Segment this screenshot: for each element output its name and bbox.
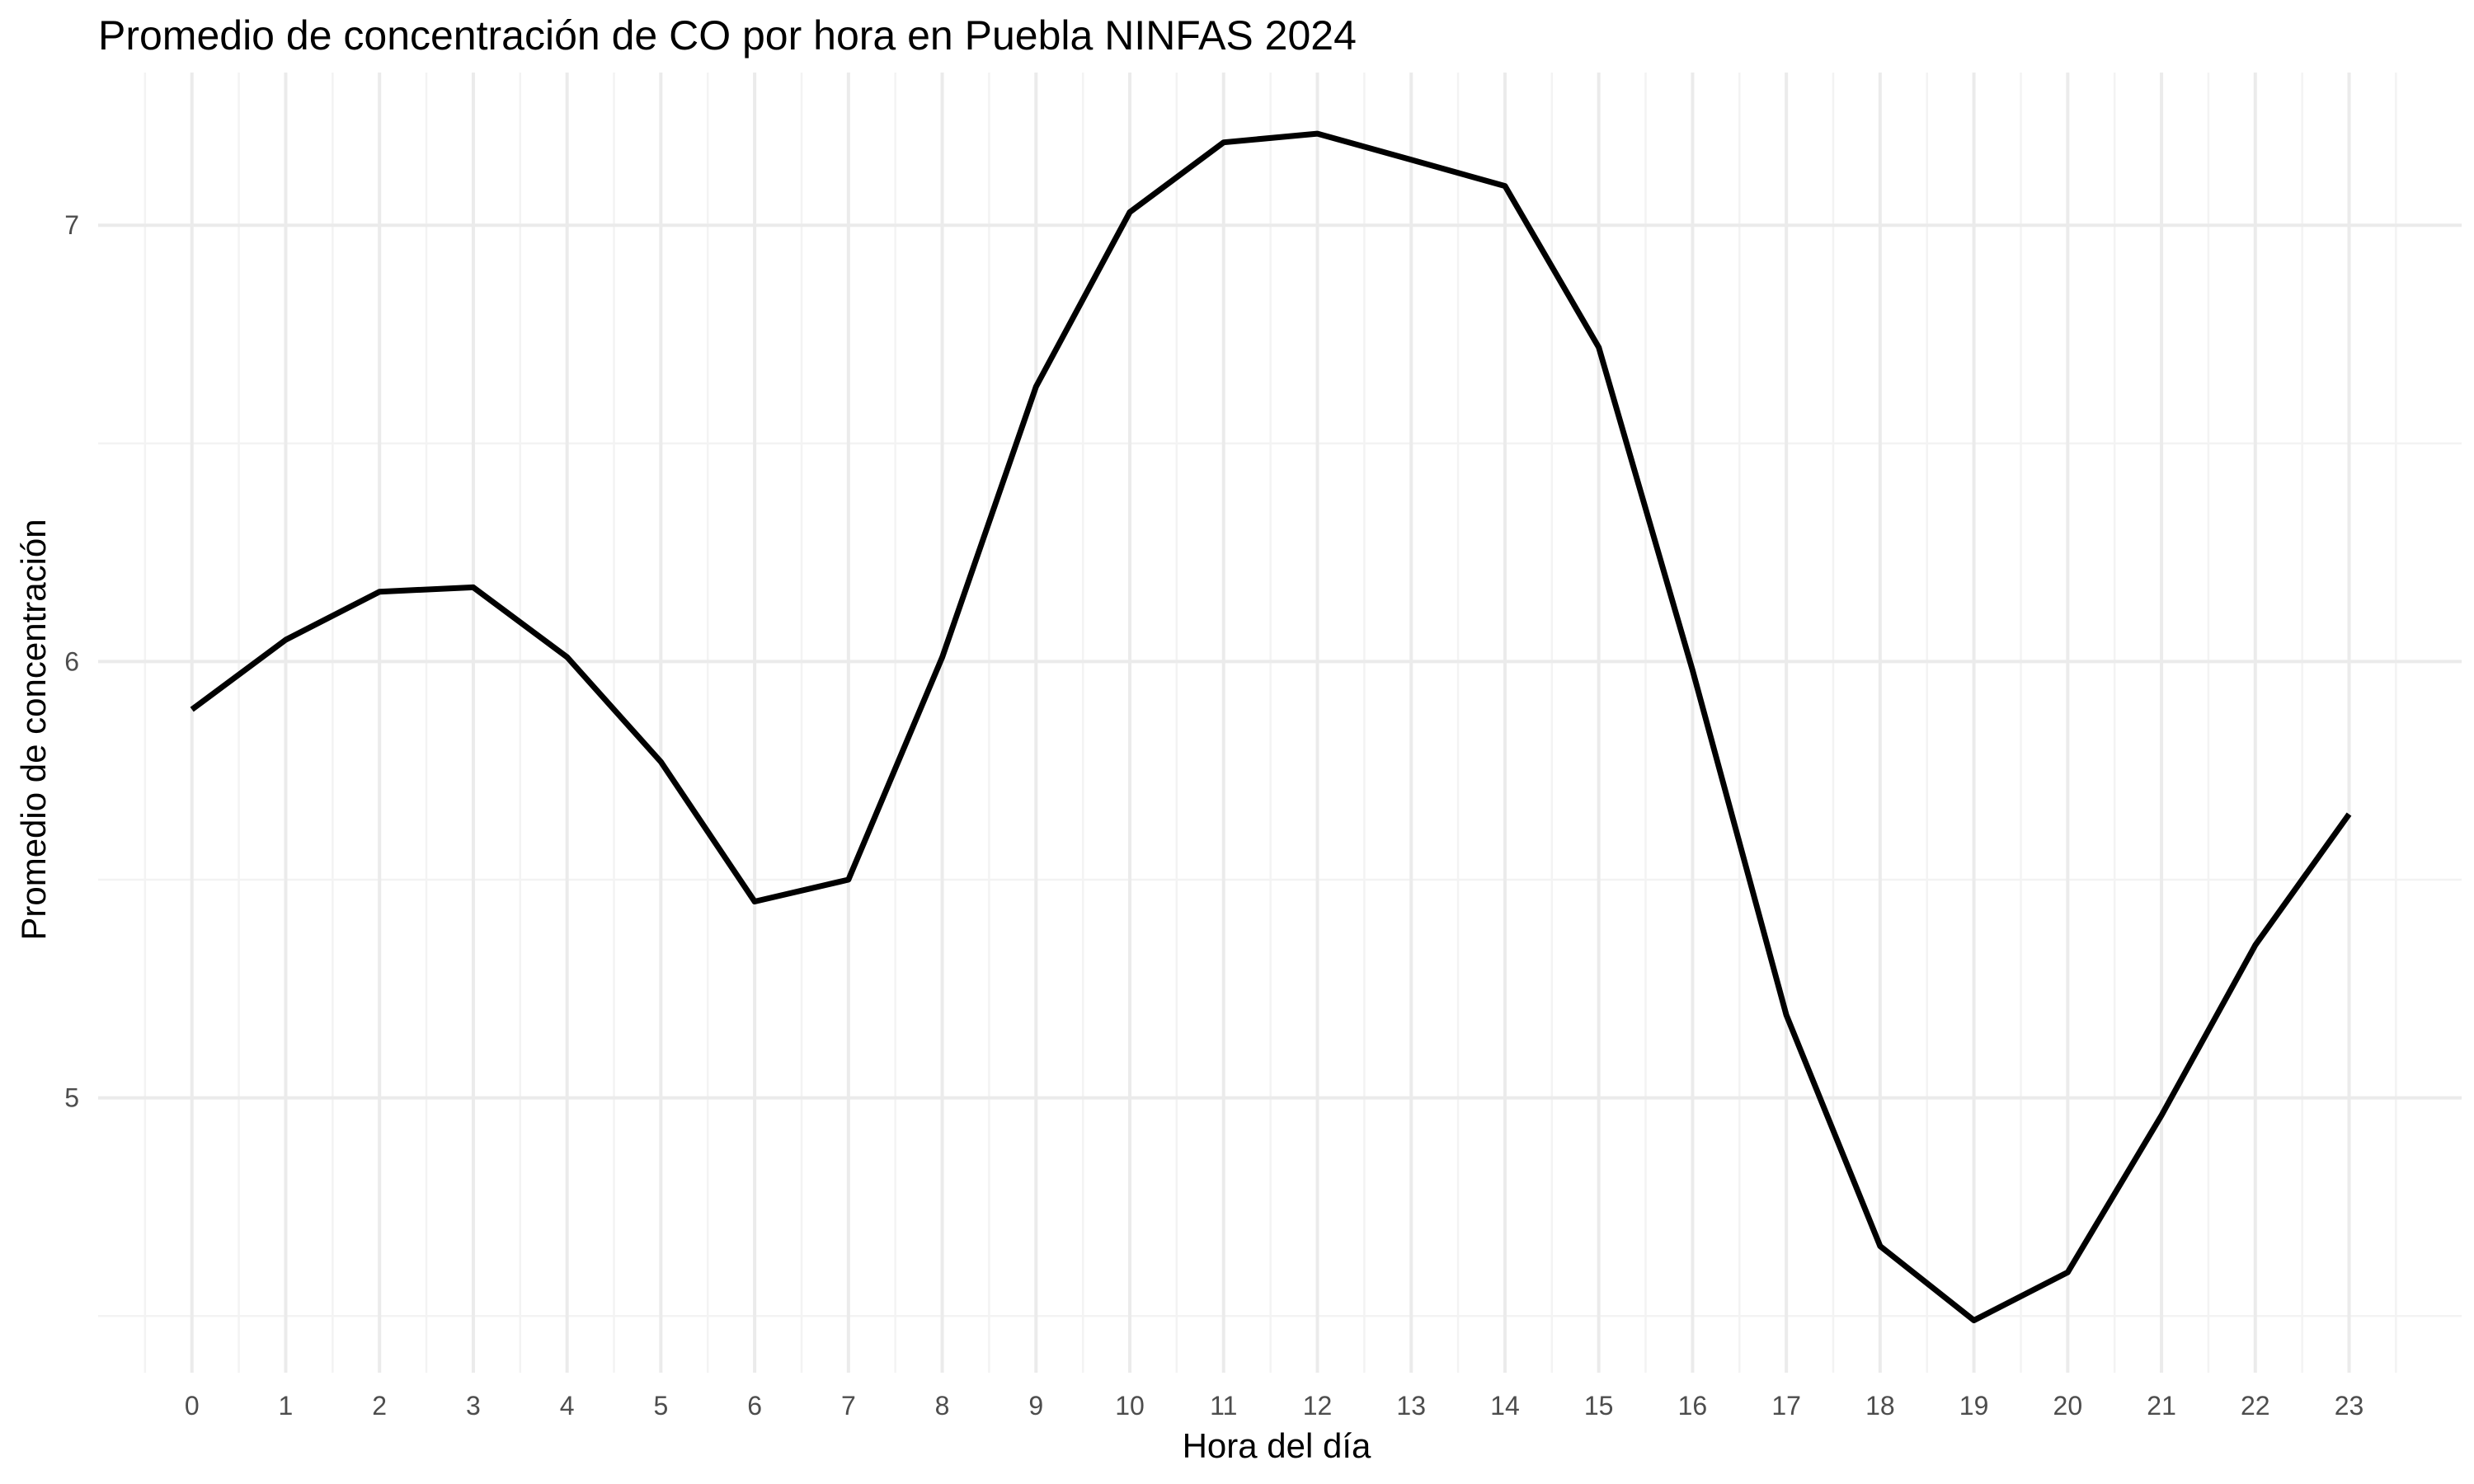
- y-axis-title: Promedio de concentración: [14, 519, 53, 940]
- x-tick-label: 10: [1115, 1391, 1145, 1421]
- y-tick-label: 7: [64, 210, 79, 240]
- x-tick-label: 2: [372, 1391, 387, 1421]
- x-tick-label: 12: [1303, 1391, 1333, 1421]
- x-tick-label: 23: [2335, 1391, 2364, 1421]
- x-tick-label: 19: [1959, 1391, 1989, 1421]
- x-tick-label: 11: [1210, 1391, 1237, 1421]
- x-tick-label: 20: [2053, 1391, 2083, 1421]
- series-line: [190, 130, 2352, 1323]
- x-tick-label: 22: [2241, 1391, 2270, 1421]
- y-axis-ticks: 5 6 7: [64, 210, 79, 1112]
- x-tick-label: 13: [1396, 1391, 1426, 1421]
- x-tick-label: 16: [1678, 1391, 1708, 1421]
- y-tick-label: 6: [64, 646, 79, 676]
- x-tick-label: 8: [935, 1391, 950, 1421]
- x-tick-label: 18: [1865, 1391, 1895, 1421]
- x-tick-label: 4: [560, 1391, 575, 1421]
- x-axis-title: Hora del día: [1183, 1426, 1371, 1465]
- x-tick-label: 14: [1490, 1391, 1520, 1421]
- x-tick-label: 9: [1028, 1391, 1043, 1421]
- x-tick-label: 1: [279, 1391, 294, 1421]
- x-tick-label: 17: [1771, 1391, 1801, 1421]
- x-tick-label: 0: [185, 1391, 200, 1421]
- x-tick-label: 3: [466, 1391, 481, 1421]
- x-axis-ticks: 0 1 2 3 4 5 6 7 8 9 10 11 12 13 14 15 16 17 18 19 20 21 22 23: [185, 1391, 2363, 1421]
- chart-title: Promedio de concentración de CO por hora…: [98, 12, 1357, 59]
- x-tick-label: 15: [1584, 1391, 1614, 1421]
- y-tick-label: 5: [64, 1083, 79, 1113]
- gridlines: [98, 73, 2462, 1373]
- x-tick-label: 6: [747, 1391, 762, 1421]
- x-tick-label: 5: [653, 1391, 668, 1421]
- x-tick-label: 7: [841, 1391, 856, 1421]
- x-tick-label: 21: [2147, 1391, 2176, 1421]
